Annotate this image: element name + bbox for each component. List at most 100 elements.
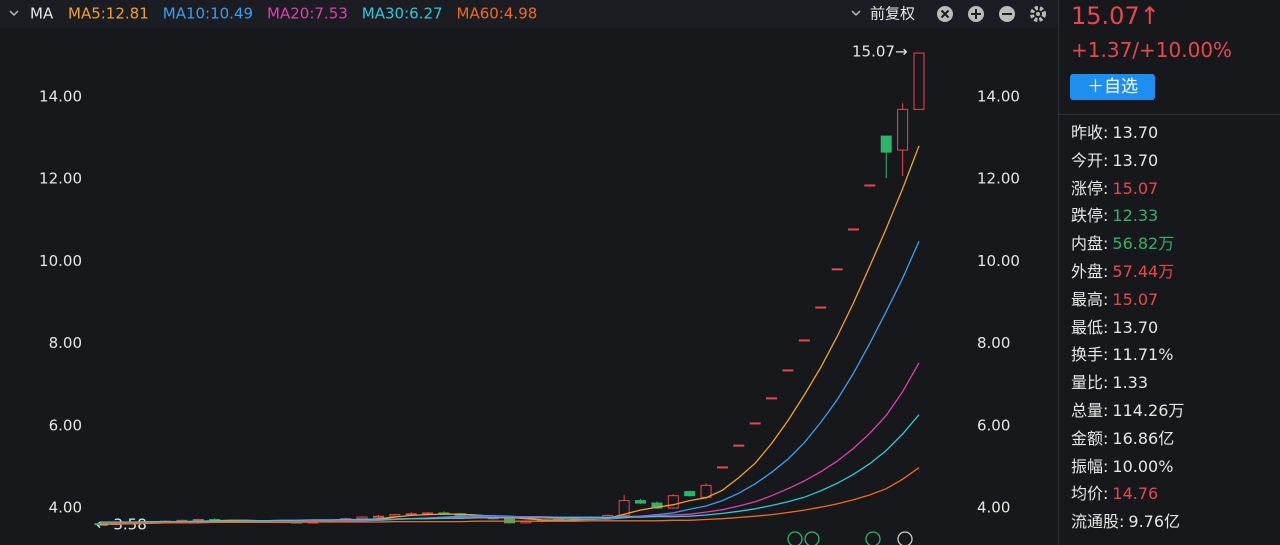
y-tick-label: 4.00	[977, 499, 1010, 517]
candle-body	[651, 502, 663, 509]
candle-body	[864, 184, 876, 187]
high-annotation: 15.07→	[852, 43, 908, 61]
y-tick-label: 12.00	[977, 170, 1020, 188]
candle-body	[897, 108, 909, 151]
candle-body	[766, 397, 778, 400]
quote-label: 流通股:	[1071, 512, 1125, 532]
quote-row: 换手: 11.71%	[1071, 341, 1184, 369]
ma-line	[100, 241, 920, 525]
candle-body	[831, 268, 843, 271]
quote-value: 11.71%	[1112, 345, 1174, 365]
quote-value: 1.33	[1112, 373, 1149, 393]
quote-row: 流通股: 9.76亿	[1071, 508, 1184, 536]
quote-row: 均价: 14.76	[1071, 480, 1184, 508]
ma-line	[100, 414, 920, 523]
quote-row: 今开: 13.70	[1071, 147, 1184, 175]
toolbar-icons[interactable]	[937, 6, 1046, 22]
legend: MA5:12.81 MA10:10.49 MA20:7.53 MA30:6.27 MA6…	[68, 5, 537, 23]
quote-label: 金额:	[1071, 428, 1109, 448]
quote-value: 9.76亿	[1128, 512, 1181, 532]
separator	[1059, 114, 1280, 115]
y-tick-label: 10.00	[977, 252, 1020, 270]
y-tick-label: 10.00	[39, 252, 82, 270]
add-watchlist-button[interactable]: ＋自选	[1070, 74, 1155, 100]
quote-label: 跌停:	[1071, 206, 1109, 226]
y-tick-label: 8.00	[977, 334, 1010, 352]
quote-label: 最高:	[1071, 289, 1109, 309]
y-tick-label: 14.00	[977, 88, 1020, 106]
candle-body	[635, 500, 647, 504]
quote-value: 16.86亿	[1112, 428, 1175, 448]
quote-row: 金额: 16.86亿	[1071, 425, 1184, 453]
candle-body	[389, 514, 401, 517]
candle-body	[913, 52, 925, 110]
quote-value: 56.82万	[1112, 234, 1175, 254]
quote-value: 15.07	[1112, 178, 1159, 198]
quote-value: 10.00%	[1112, 456, 1174, 476]
candle-body	[618, 500, 630, 516]
candle-body	[847, 228, 859, 231]
quote-row: 外盘: 57.44万	[1071, 258, 1184, 286]
chevron[interactable]	[851, 10, 861, 17]
quote-value: 12.33	[1112, 206, 1159, 226]
candle-body	[372, 515, 384, 518]
y-tick-label: 6.00	[977, 416, 1010, 434]
quote-label: 均价:	[1071, 484, 1109, 504]
event-icons[interactable]	[787, 531, 913, 545]
candle-body	[798, 339, 810, 342]
indicator-name[interactable]: MA	[30, 5, 54, 23]
candles	[94, 52, 925, 526]
candle-body	[716, 466, 728, 469]
quote-label: 总量:	[1071, 400, 1109, 420]
legend-entry: MA10:10.49	[163, 5, 253, 23]
quote-label: 涨停:	[1071, 178, 1109, 198]
quote-label: 换手:	[1071, 345, 1109, 365]
adjust-mode[interactable]: 前复权	[870, 5, 915, 23]
quote-row: 内盘: 56.82万	[1071, 230, 1184, 258]
price: 15.07↑	[1071, 2, 1160, 30]
quote-value: 13.70	[1112, 317, 1159, 337]
chart: MA MA5:12.81 MA10:10.49 MA20:7.53 MA30:6.27…	[0, 0, 1058, 545]
y-tick-label: 12.00	[39, 170, 82, 188]
quote-value: 13.70	[1112, 150, 1159, 170]
ma-line	[99, 145, 920, 526]
quote-label: 外盘:	[1071, 261, 1109, 281]
quote-value: 114.26万	[1112, 400, 1185, 420]
ma-line	[100, 467, 920, 524]
candle-body	[880, 135, 892, 153]
y-tick-label: 8.00	[49, 334, 82, 352]
y-tick-label: 6.00	[49, 416, 82, 434]
quote-row: 最高: 15.07	[1071, 286, 1184, 314]
y-tick-label: 4.00	[49, 499, 82, 517]
quote-value: 15.07	[1112, 289, 1159, 309]
quote-rows: 昨收: 13.70 今开: 13.70 涨停: 15.07 跌停: 12.33 内盘: 56.82…	[1071, 119, 1184, 536]
quote-row: 最低: 13.70	[1071, 314, 1184, 342]
quote-label: 今开:	[1071, 150, 1109, 170]
candle-body	[422, 512, 434, 515]
toolbar	[0, 0, 1058, 28]
candle-body	[667, 495, 679, 509]
quote-value: 13.70	[1112, 123, 1159, 142]
chevron[interactable]	[9, 10, 19, 17]
candle-body	[684, 491, 696, 497]
quote-row: 量比: 1.33	[1071, 369, 1184, 397]
quote-row: 涨停: 15.07	[1071, 175, 1184, 203]
quote-label: 内盘:	[1071, 234, 1109, 254]
quote-row: 振幅: 10.00%	[1071, 453, 1184, 481]
candle-body	[815, 306, 827, 309]
quote-panel: 15.07↑ +1.37/+10.00% ＋自选 昨收: 13.70 今开: 13.7…	[1058, 0, 1280, 545]
quote-label: 振幅:	[1071, 456, 1109, 476]
quote-label: 量比:	[1071, 373, 1109, 393]
quote-label: 昨收:	[1071, 123, 1109, 142]
quote-value: 57.44万	[1112, 261, 1175, 281]
legend-entry: MA5:12.81	[68, 5, 149, 23]
price-change: +1.37/+10.00%	[1071, 38, 1233, 62]
quote-row: 总量: 114.26万	[1071, 397, 1184, 425]
quote-value: 14.76	[1112, 484, 1159, 504]
y-tick-label: 14.00	[39, 88, 82, 106]
candle-body	[192, 519, 204, 522]
candle-body	[356, 516, 368, 520]
quote-label: 最低:	[1071, 317, 1109, 337]
legend-entry: MA30:6.27	[362, 5, 443, 23]
